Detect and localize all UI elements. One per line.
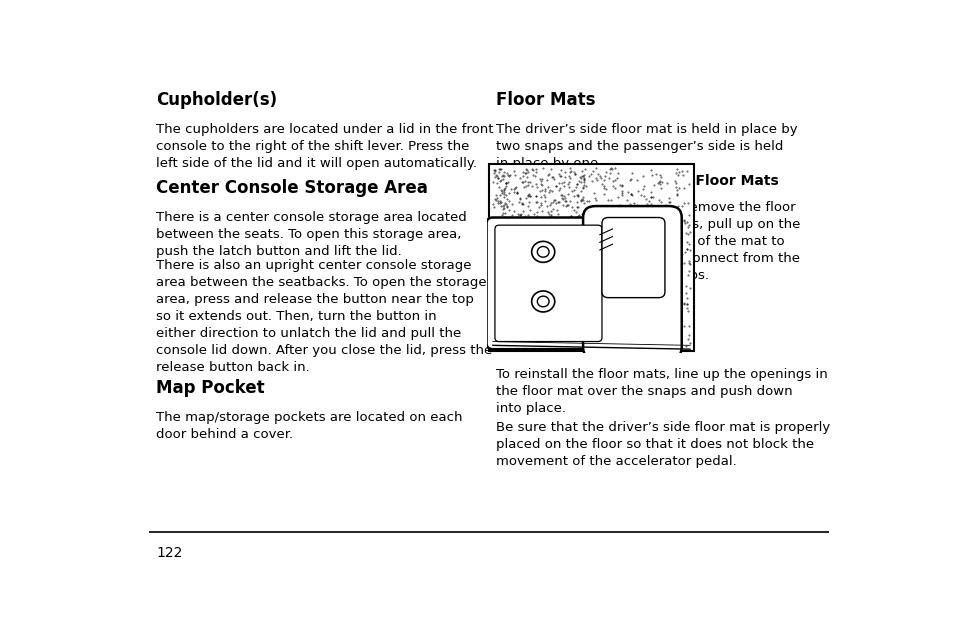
FancyBboxPatch shape <box>495 225 601 342</box>
Circle shape <box>537 247 549 257</box>
FancyBboxPatch shape <box>486 218 610 349</box>
Text: The map/storage pockets are located on each
door behind a cover.: The map/storage pockets are located on e… <box>156 411 462 441</box>
Text: To remove the floor
mats, pull up on the
rear of the mat to
disconnect from the
: To remove the floor mats, pull up on the… <box>665 201 800 282</box>
Text: The cupholders are located under a lid in the front
console to the right of the : The cupholders are located under a lid i… <box>156 123 494 170</box>
FancyBboxPatch shape <box>582 206 681 359</box>
Text: There is also an upright center console storage
area between the seatbacks. To o: There is also an upright center console … <box>156 259 492 374</box>
Circle shape <box>531 291 555 312</box>
Text: Map Pocket: Map Pocket <box>156 379 265 397</box>
Circle shape <box>537 296 549 307</box>
Text: Cupholder(s): Cupholder(s) <box>156 91 277 109</box>
Text: To reinstall the floor mats, line up the openings in
the floor mat over the snap: To reinstall the floor mats, line up the… <box>496 368 827 415</box>
Text: Center Console Storage Area: Center Console Storage Area <box>156 179 428 197</box>
Circle shape <box>531 241 555 262</box>
Text: Remove and Replace the Floor Mats: Remove and Replace the Floor Mats <box>496 174 779 188</box>
FancyBboxPatch shape <box>601 218 664 298</box>
Text: 122: 122 <box>156 546 182 560</box>
Text: Be sure that the driver’s side floor mat is properly
placed on the floor so that: Be sure that the driver’s side floor mat… <box>496 420 830 467</box>
Text: The driver’s side floor mat is held in place by
two snaps and the passenger’s si: The driver’s side floor mat is held in p… <box>496 123 797 170</box>
Text: There is a center console storage area located
between the seats. To open this s: There is a center console storage area l… <box>156 211 466 258</box>
Text: Floor Mats: Floor Mats <box>496 91 596 109</box>
